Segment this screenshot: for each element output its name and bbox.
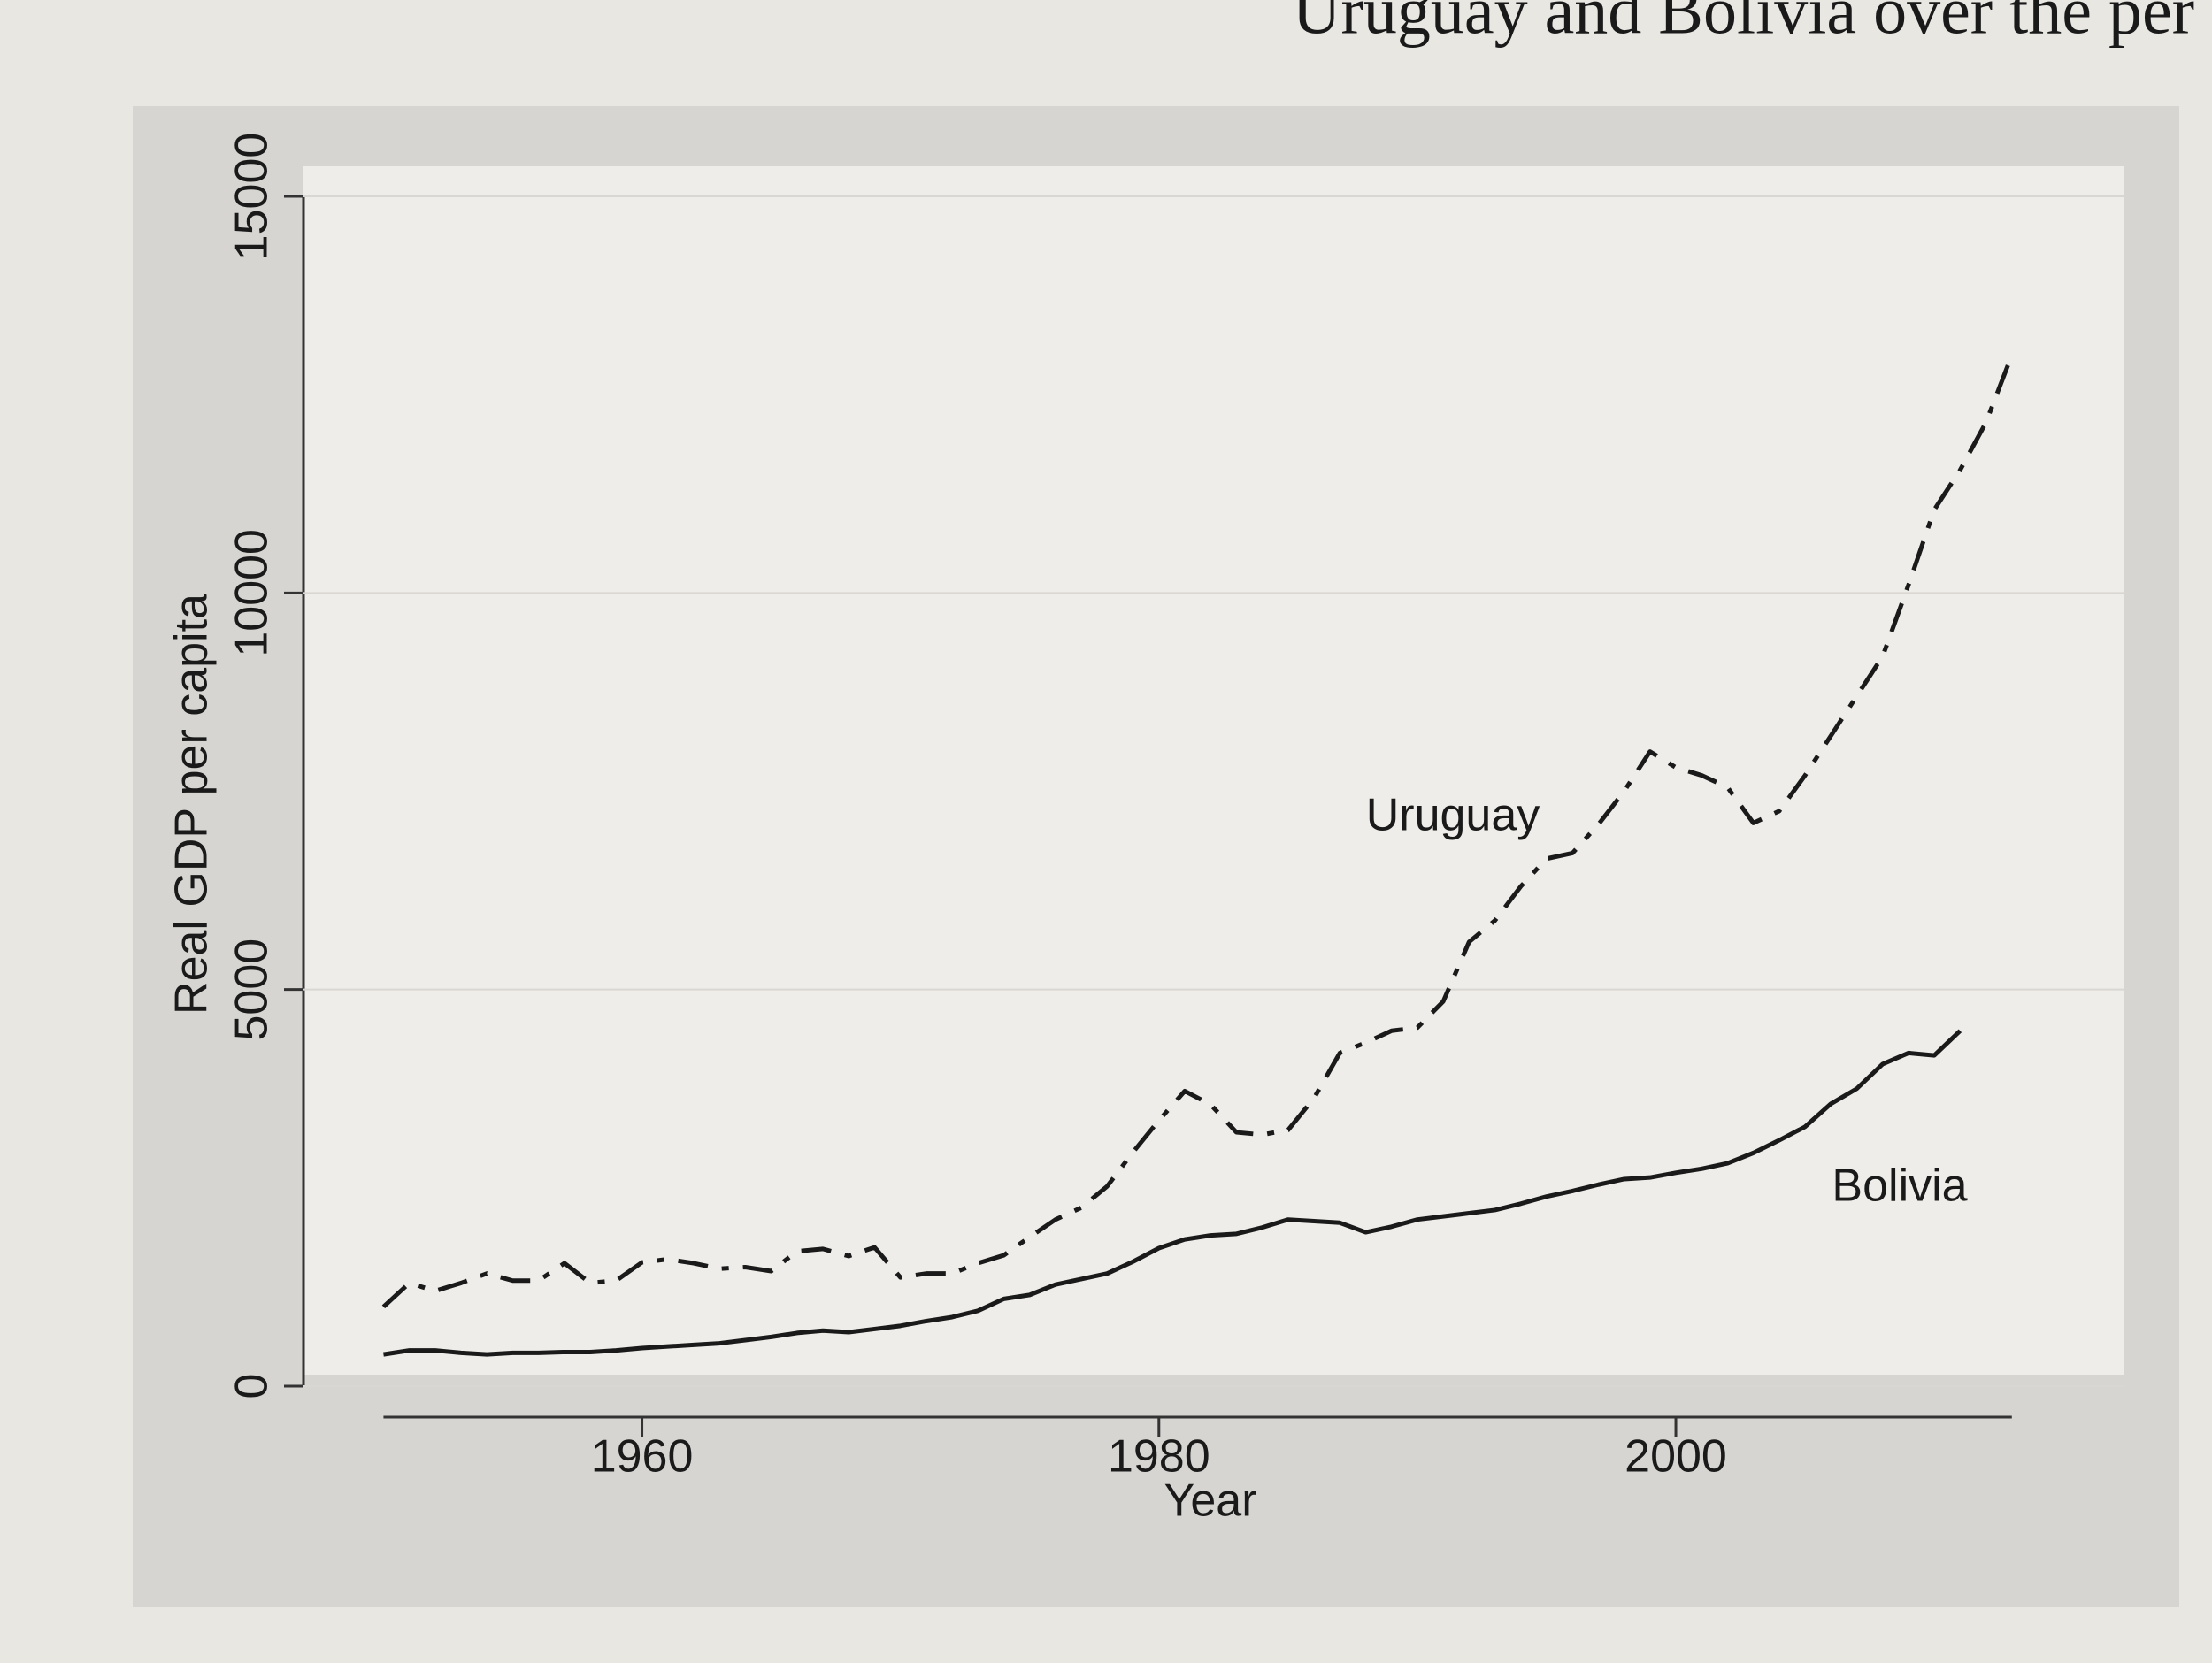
- y-axis-label: Real GDP per capita: [166, 594, 218, 1015]
- series-line: [381, 354, 2015, 1309]
- x-tick-label: 1980: [1108, 1431, 1210, 1483]
- x-tick-label: 2000: [1624, 1431, 1727, 1483]
- x-tick-label: 1960: [591, 1431, 694, 1483]
- y-tick-label: 10000: [227, 529, 278, 657]
- page-text: Uruguay and Bolivia over the per: [1293, 0, 2194, 48]
- x-axis-label: Year: [1164, 1475, 1256, 1527]
- series-label: Bolivia: [1832, 1161, 1967, 1212]
- series-line: [383, 1029, 1962, 1357]
- series-label: Uruguay: [1366, 790, 1540, 841]
- plot-area: [303, 166, 2124, 1375]
- y-tick-label: 5000: [227, 939, 278, 1041]
- y-tick-label: 0: [227, 1374, 278, 1399]
- y-tick-label: 15000: [227, 133, 278, 261]
